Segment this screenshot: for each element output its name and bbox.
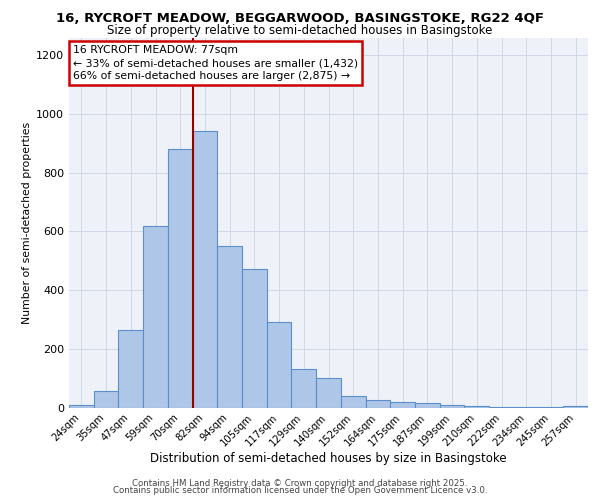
Bar: [440, 405, 464, 407]
Bar: [168, 149, 193, 407]
Bar: [464, 406, 489, 408]
Bar: [242, 270, 267, 407]
Bar: [118, 330, 143, 407]
X-axis label: Distribution of semi-detached houses by size in Basingstoke: Distribution of semi-detached houses by …: [150, 452, 507, 465]
Bar: [292, 368, 316, 408]
Bar: [143, 226, 168, 408]
Text: Size of property relative to semi-detached houses in Basingstoke: Size of property relative to semi-detach…: [107, 24, 493, 37]
Bar: [415, 403, 440, 407]
Bar: [69, 404, 94, 407]
Bar: [390, 402, 415, 407]
Bar: [267, 322, 292, 408]
Bar: [341, 396, 365, 407]
Text: Contains public sector information licensed under the Open Government Licence v3: Contains public sector information licen…: [113, 486, 487, 495]
Bar: [316, 378, 341, 408]
Bar: [365, 400, 390, 407]
Bar: [217, 246, 242, 408]
Bar: [563, 406, 588, 407]
Bar: [193, 132, 217, 407]
Bar: [94, 391, 118, 407]
Text: 16 RYCROFT MEADOW: 77sqm
← 33% of semi-detached houses are smaller (1,432)
66% o: 16 RYCROFT MEADOW: 77sqm ← 33% of semi-d…: [73, 45, 358, 81]
Y-axis label: Number of semi-detached properties: Number of semi-detached properties: [22, 122, 32, 324]
Text: 16, RYCROFT MEADOW, BEGGARWOOD, BASINGSTOKE, RG22 4QF: 16, RYCROFT MEADOW, BEGGARWOOD, BASINGST…: [56, 12, 544, 26]
Bar: [489, 407, 514, 408]
Text: Contains HM Land Registry data © Crown copyright and database right 2025.: Contains HM Land Registry data © Crown c…: [132, 478, 468, 488]
